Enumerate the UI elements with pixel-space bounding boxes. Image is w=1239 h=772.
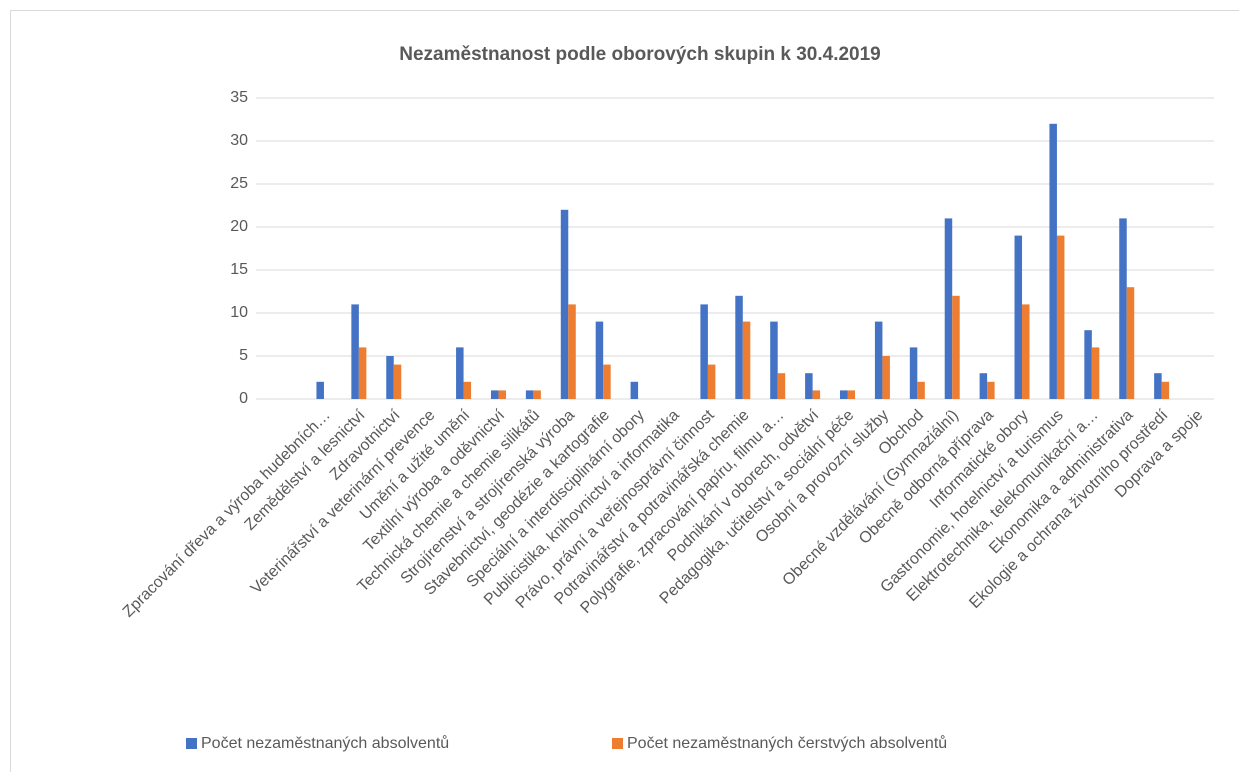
bar (770, 321, 778, 399)
y-tick-label: 25 (230, 175, 248, 192)
y-tick-label: 0 (239, 390, 248, 407)
bar (1022, 304, 1030, 399)
bar (533, 390, 541, 399)
bar (805, 373, 813, 399)
y-tick-label: 15 (230, 261, 248, 278)
bar (840, 390, 848, 399)
chart-title: Nezaměstnanost podle oborových skupin k … (399, 44, 881, 65)
bar (568, 304, 576, 399)
bar (316, 381, 324, 399)
chart-border (10, 10, 1239, 772)
y-tick-label: 30 (230, 132, 248, 149)
bar (1049, 123, 1057, 400)
bar (1014, 235, 1023, 399)
bar (456, 347, 464, 399)
bar (1119, 218, 1127, 399)
bar (735, 295, 743, 399)
bar (700, 304, 708, 399)
bar (1161, 381, 1170, 399)
bar (358, 347, 367, 399)
bar (987, 381, 995, 399)
bar (1154, 373, 1162, 399)
bar (952, 295, 960, 399)
bar (707, 364, 716, 399)
bar (777, 373, 786, 399)
bar (909, 347, 918, 399)
bar (1056, 235, 1065, 399)
bar (882, 356, 890, 399)
bar (525, 390, 534, 399)
bar (944, 218, 953, 399)
y-tick-label: 10 (230, 304, 248, 321)
x-tick-label: Zpracování dřeva a výroba hudebních… (120, 407, 334, 621)
bar (917, 381, 925, 399)
y-tick-label: 20 (230, 218, 248, 235)
bar (490, 390, 499, 399)
legend-swatch (612, 738, 623, 749)
bar (847, 390, 856, 399)
bar (1126, 287, 1135, 399)
bar (874, 321, 883, 399)
bar (603, 364, 611, 399)
bar (1091, 347, 1100, 399)
legend-label: Počet nezaměstnaných absolventů (201, 734, 449, 752)
bar (1084, 330, 1092, 399)
bar (979, 373, 988, 399)
bar (386, 356, 394, 399)
bar (742, 321, 751, 399)
bar (630, 381, 639, 399)
legend-label: Počet nezaměstnaných čerstvých absolvent… (627, 734, 947, 752)
bar (812, 390, 821, 399)
bar (560, 209, 569, 399)
bar (351, 304, 359, 399)
y-tick-label: 35 (230, 89, 248, 106)
bar (393, 364, 402, 399)
y-tick-label: 5 (239, 347, 248, 364)
bar (463, 381, 472, 399)
legend-swatch (186, 738, 197, 749)
bar (498, 390, 506, 399)
bar (595, 321, 604, 399)
